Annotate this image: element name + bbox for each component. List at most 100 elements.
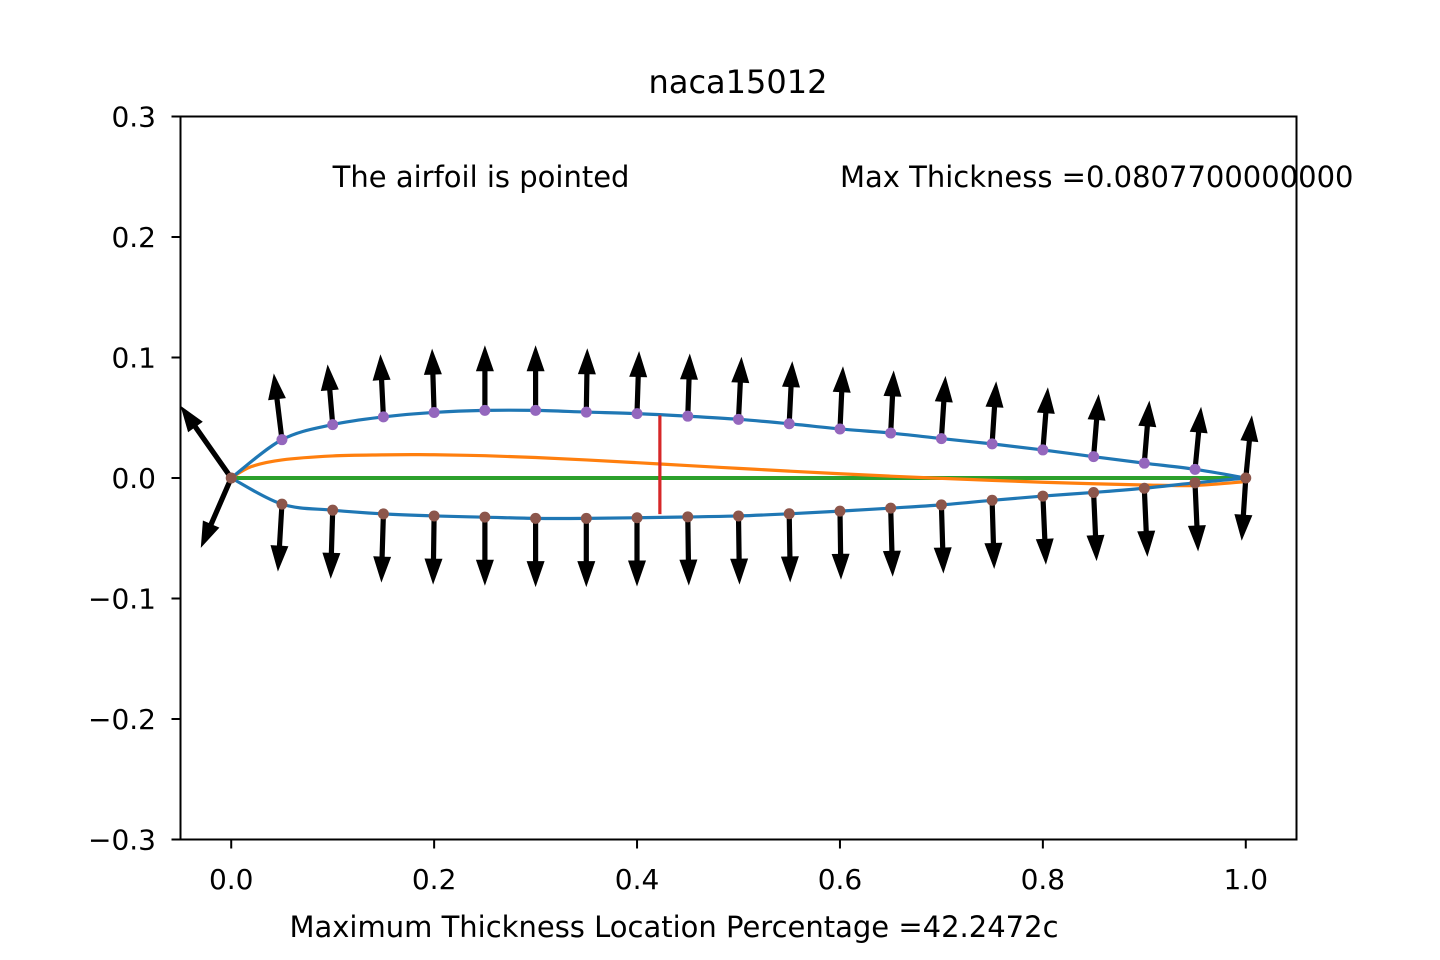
normal-arrow-upper [832, 366, 851, 430]
upper-surface-point [479, 404, 491, 416]
x-tick-label: 0.0 [209, 863, 254, 896]
normal-arrow-upper [985, 381, 1004, 445]
lower-surface-point [1240, 472, 1252, 484]
x-axis: 0.0 0.2 0.4 0.6 0.8 1.0 [209, 839, 1269, 896]
normal-arrow-upper [1138, 400, 1157, 464]
normal-arrow-upper [1087, 394, 1106, 457]
normal-arrow-upper [526, 345, 545, 411]
x-tick-label: 0.2 [412, 863, 457, 896]
lower-surface-point [530, 512, 542, 524]
normal-arrow-upper [268, 373, 286, 440]
upper-surface-point [935, 433, 947, 445]
upper-surface-point [1138, 457, 1150, 469]
y-tick-label: −0.3 [88, 824, 156, 857]
upper-surface-point [580, 406, 592, 418]
lower-surface-point [783, 508, 795, 520]
normal-arrow-upper [577, 348, 596, 413]
x-axis-label: Maximum Thickness Location Percentage =4… [289, 910, 1058, 944]
lower-surface-point [631, 512, 643, 524]
y-tick-label: 0.0 [111, 462, 156, 495]
lower-surface-point [1037, 490, 1049, 502]
annotations: The airfoil is pointed Max Thickness =0.0… [332, 160, 1354, 194]
lower-surface-point [1189, 477, 1201, 489]
normal-arrow-upper [372, 354, 391, 417]
normal-arrow-upper [883, 370, 902, 434]
upper-surface-point [783, 418, 795, 430]
normal-arrow-upper [1240, 415, 1259, 479]
normal-arrow-lower [1234, 477, 1253, 541]
normal-arrow-upper [782, 361, 800, 424]
lower-surface-point [935, 499, 947, 511]
normal-arrow-upper [934, 375, 953, 439]
y-axis: 0.3 0.2 0.1 0.0 −0.1 −0.2 −0.3 [88, 101, 181, 857]
normal-arrow-lower [577, 518, 596, 588]
lower-surface-point [1088, 486, 1100, 498]
y-tick-label: 0.1 [111, 342, 156, 375]
lower-surface-point [885, 502, 897, 514]
lower-surface-point [479, 511, 491, 523]
lower-surface-point [225, 472, 237, 484]
plot-area [180, 345, 1259, 588]
upper-surface-point [1037, 444, 1049, 456]
y-tick-label: −0.2 [88, 703, 156, 736]
chart-annotation: Max Thickness =0.0807700000000 [840, 160, 1354, 194]
x-tick-label: 0.6 [818, 863, 863, 896]
normal-arrow-upper [320, 364, 339, 425]
upper-surface-point [428, 406, 440, 418]
lower-surface-point [682, 511, 694, 523]
camber-line [230, 453, 1246, 488]
upper-surface-point [986, 438, 998, 450]
normal-arrow-lower [526, 518, 545, 588]
normal-arrow-upper [475, 345, 494, 411]
normal-arrow-lower [373, 513, 392, 583]
normal-arrow-lower [882, 508, 901, 577]
normal-arrow-lower [933, 504, 952, 574]
lower-surface-point [276, 498, 288, 510]
normal-arrow-upper [1036, 387, 1055, 451]
normal-arrow-upper [423, 348, 442, 413]
lower-surface-point [377, 508, 389, 520]
normal-arrow-lower [984, 500, 1003, 569]
y-tick-label: 0.2 [111, 221, 156, 254]
normal-arrow-upper [1189, 406, 1208, 470]
normal-arrow-lower [1187, 482, 1206, 552]
normal-arrow-lower [831, 511, 850, 580]
normal-arrow-lower [679, 516, 698, 586]
upper-surface-point [276, 434, 288, 446]
y-tick-label: −0.1 [88, 583, 156, 616]
upper-surface-point [327, 419, 339, 431]
lower-surface-point [327, 504, 339, 516]
x-tick-label: 0.4 [615, 863, 660, 896]
normal-arrow-lower [1086, 492, 1105, 562]
lower-surface-point [986, 494, 998, 506]
normal-arrow-lower [200, 477, 234, 548]
normal-arrow-lower [424, 515, 443, 585]
normal-arrow-lower [1035, 496, 1054, 565]
upper-surface-point [1088, 451, 1100, 463]
lower-surface-point [428, 510, 440, 522]
upper-surface-point [530, 404, 542, 416]
upper-surface-point [885, 427, 897, 439]
normal-arrow-lower [475, 517, 494, 586]
y-tick-label: 0.3 [111, 101, 156, 134]
normal-arrow-lower [780, 513, 799, 583]
normal-arrow-upper [180, 405, 234, 480]
upper-surface-point [733, 413, 744, 425]
lower-surface-point [580, 512, 592, 524]
upper-surface-point [682, 410, 694, 422]
x-tick-label: 0.8 [1021, 863, 1066, 896]
upper-surface-point [1189, 463, 1201, 475]
normal-arrow-upper [629, 351, 648, 414]
upper-surface-point [377, 411, 389, 423]
upper-surface-point [631, 408, 643, 420]
chart-title: naca15012 [649, 63, 828, 101]
lower-surface-point [1138, 482, 1150, 494]
normal-arrow-upper [680, 353, 698, 417]
normal-arrow-lower [730, 515, 749, 585]
lower-surface-point [733, 510, 744, 522]
normal-arrow-lower [270, 504, 289, 572]
x-tick-label: 1.0 [1224, 863, 1269, 896]
normal-arrow-lower [322, 510, 341, 579]
normal-arrow-lower [628, 517, 646, 587]
